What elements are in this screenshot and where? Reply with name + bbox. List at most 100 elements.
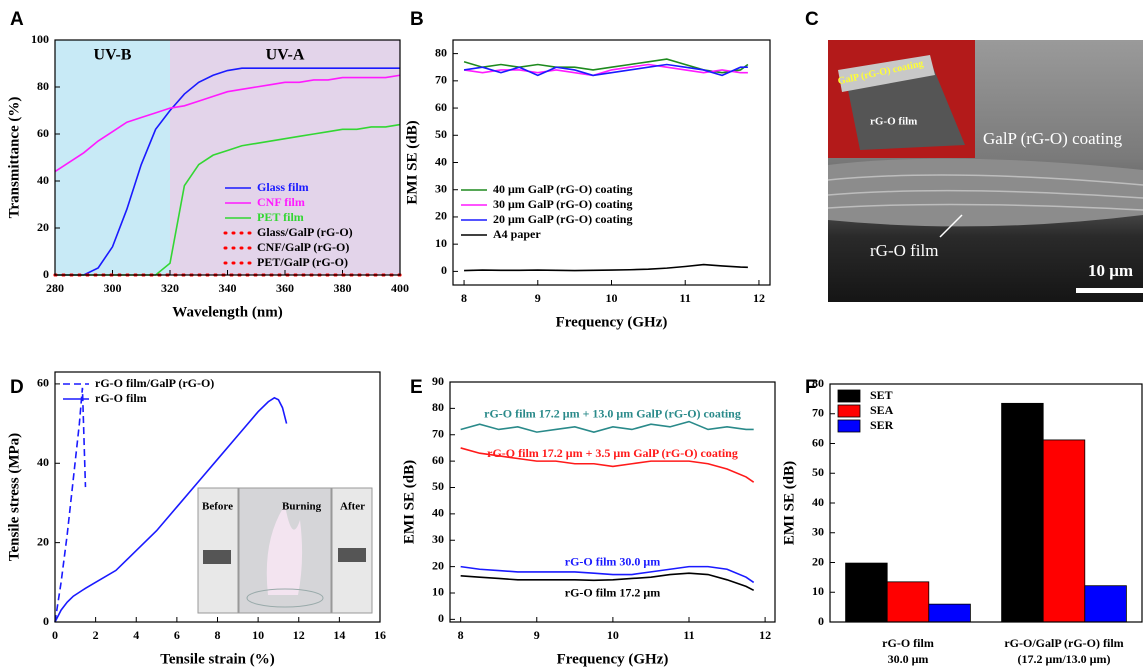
series-line bbox=[54, 387, 87, 623]
sem-image: GalP (rG-O) coating rG-O film GalP (rG-O… bbox=[827, 40, 1143, 302]
dish bbox=[246, 588, 324, 608]
x-tick-label: 12 bbox=[759, 628, 771, 642]
bar bbox=[1042, 439, 1086, 623]
plot-frame bbox=[54, 371, 381, 623]
legend-label: CNF/GalP (rG-O) bbox=[257, 240, 349, 254]
sample bbox=[203, 550, 231, 564]
legend-label: rG-O film/GalP (rG-O) bbox=[95, 376, 214, 390]
annotation: rG-O film bbox=[870, 241, 938, 260]
panel-letter: A bbox=[10, 9, 24, 30]
legend-label: PET film bbox=[257, 210, 304, 224]
x-tick-label: 11 bbox=[680, 291, 691, 305]
x-tick-label: 12 bbox=[293, 628, 305, 642]
legend-label: A4 paper bbox=[493, 227, 541, 241]
y-tick-label: 0 bbox=[43, 267, 49, 281]
y-tick-label: 20 bbox=[37, 534, 49, 548]
burn-inset: Before Burning After bbox=[197, 487, 373, 614]
x-tick-label: 4 bbox=[133, 628, 139, 642]
inset-label: After bbox=[340, 501, 365, 513]
panel-letter: E bbox=[410, 377, 423, 398]
legend-label: PET/GalP (rG-O) bbox=[257, 255, 348, 269]
x-tick-label: 10 bbox=[607, 628, 619, 642]
panel-letter: D bbox=[10, 377, 24, 398]
y-tick-label: 10 bbox=[435, 236, 447, 250]
y-axis-label: EMI SE (dB) bbox=[404, 120, 420, 204]
inset-coating bbox=[838, 55, 935, 92]
y-tick-label: 20 bbox=[812, 554, 824, 568]
legend-label: 30 μm GalP (rG-O) coating bbox=[493, 197, 632, 211]
inset-label: Before bbox=[202, 501, 233, 513]
y-axis-label: EMI SE (dB) bbox=[781, 461, 797, 545]
legend-swatch bbox=[837, 404, 861, 418]
bar bbox=[928, 603, 971, 623]
plot-frame bbox=[452, 39, 771, 286]
y-tick-label: 60 bbox=[37, 126, 49, 140]
y-tick-label: 40 bbox=[37, 173, 49, 187]
y-tick-label: 60 bbox=[435, 100, 447, 114]
y-tick-label: 90 bbox=[432, 374, 444, 388]
x-tick-sublabel: 30.0 μm bbox=[888, 652, 929, 666]
series-label: rG-O film 17.2 μm + 3.5 μm GalP (rG-O) c… bbox=[487, 446, 738, 460]
y-tick-label: 40 bbox=[432, 506, 444, 520]
y-tick-label: 10 bbox=[812, 584, 824, 598]
y-tick-label: 30 bbox=[435, 181, 447, 195]
legend-label: 20 μm GalP (rG-O) coating bbox=[493, 212, 632, 226]
y-tick-label: 80 bbox=[812, 376, 824, 390]
y-tick-label: 50 bbox=[432, 479, 444, 493]
series-line bbox=[55, 67, 400, 276]
legend-label: Glass/GalP (rG-O) bbox=[257, 225, 353, 239]
x-tick-label: 10 bbox=[252, 628, 264, 642]
y-tick-label: 60 bbox=[812, 435, 824, 449]
legend-swatch bbox=[837, 419, 861, 433]
y-tick-label: 0 bbox=[43, 614, 49, 628]
y-tick-label: 60 bbox=[37, 376, 49, 390]
y-axis-label: Transmittance (%) bbox=[6, 97, 22, 219]
x-axis-label: Wavelength (nm) bbox=[172, 304, 282, 320]
x-tick-label: 16 bbox=[374, 628, 386, 642]
layer-lines bbox=[827, 174, 1143, 211]
inset-label: Burning bbox=[282, 501, 322, 513]
x-tick-label: 9 bbox=[535, 291, 541, 305]
series-line bbox=[460, 565, 755, 584]
series-line bbox=[463, 58, 749, 74]
y-tick-label: 70 bbox=[432, 426, 444, 440]
y-tick-label: 30 bbox=[812, 525, 824, 539]
x-axis-label: Tensile strain (%) bbox=[160, 651, 274, 667]
x-axis-label: Frequency (GHz) bbox=[556, 314, 668, 330]
panel-letter: B bbox=[410, 9, 424, 30]
panel-letter: C bbox=[805, 9, 819, 30]
y-tick-label: 0 bbox=[441, 263, 447, 277]
series-label: rG-O film 17.2 μm bbox=[565, 586, 660, 600]
y-tick-label: 80 bbox=[37, 79, 49, 93]
bar bbox=[845, 562, 888, 623]
series-label: rG-O film 17.2 μm + 13.0 μm GalP (rG-O) … bbox=[484, 407, 741, 421]
y-tick-label: 60 bbox=[432, 453, 444, 467]
y-tick-label: 10 bbox=[432, 585, 444, 599]
y-tick-label: 0 bbox=[438, 611, 444, 625]
x-tick-label: 8 bbox=[461, 291, 467, 305]
legend-label: SEA bbox=[870, 403, 894, 417]
y-tick-label: 40 bbox=[435, 154, 447, 168]
y-tick-label: 40 bbox=[37, 455, 49, 469]
x-tick-label: 340 bbox=[219, 281, 237, 295]
x-axis-label: Frequency (GHz) bbox=[557, 651, 669, 667]
bar bbox=[1001, 402, 1044, 623]
x-tick-label: 400 bbox=[391, 281, 409, 295]
x-tick-label: 0 bbox=[52, 628, 58, 642]
scale-bar bbox=[1076, 288, 1143, 293]
y-tick-label: 70 bbox=[435, 73, 447, 87]
x-tick-label: 6 bbox=[174, 628, 180, 642]
region-label: UV-A bbox=[266, 47, 305, 64]
plot-frame bbox=[449, 381, 776, 623]
scale-bar-label: 10 μm bbox=[1088, 261, 1133, 280]
bar bbox=[886, 581, 930, 623]
series-line bbox=[463, 63, 748, 77]
x-tick-label: 360 bbox=[276, 281, 294, 295]
x-tick-label: 8 bbox=[215, 628, 221, 642]
y-tick-label: 0 bbox=[818, 614, 824, 628]
region-label: UV-B bbox=[94, 47, 132, 64]
x-tick-label: 8 bbox=[458, 628, 464, 642]
x-tick-label: 380 bbox=[334, 281, 352, 295]
x-tick-label: 9 bbox=[534, 628, 540, 642]
